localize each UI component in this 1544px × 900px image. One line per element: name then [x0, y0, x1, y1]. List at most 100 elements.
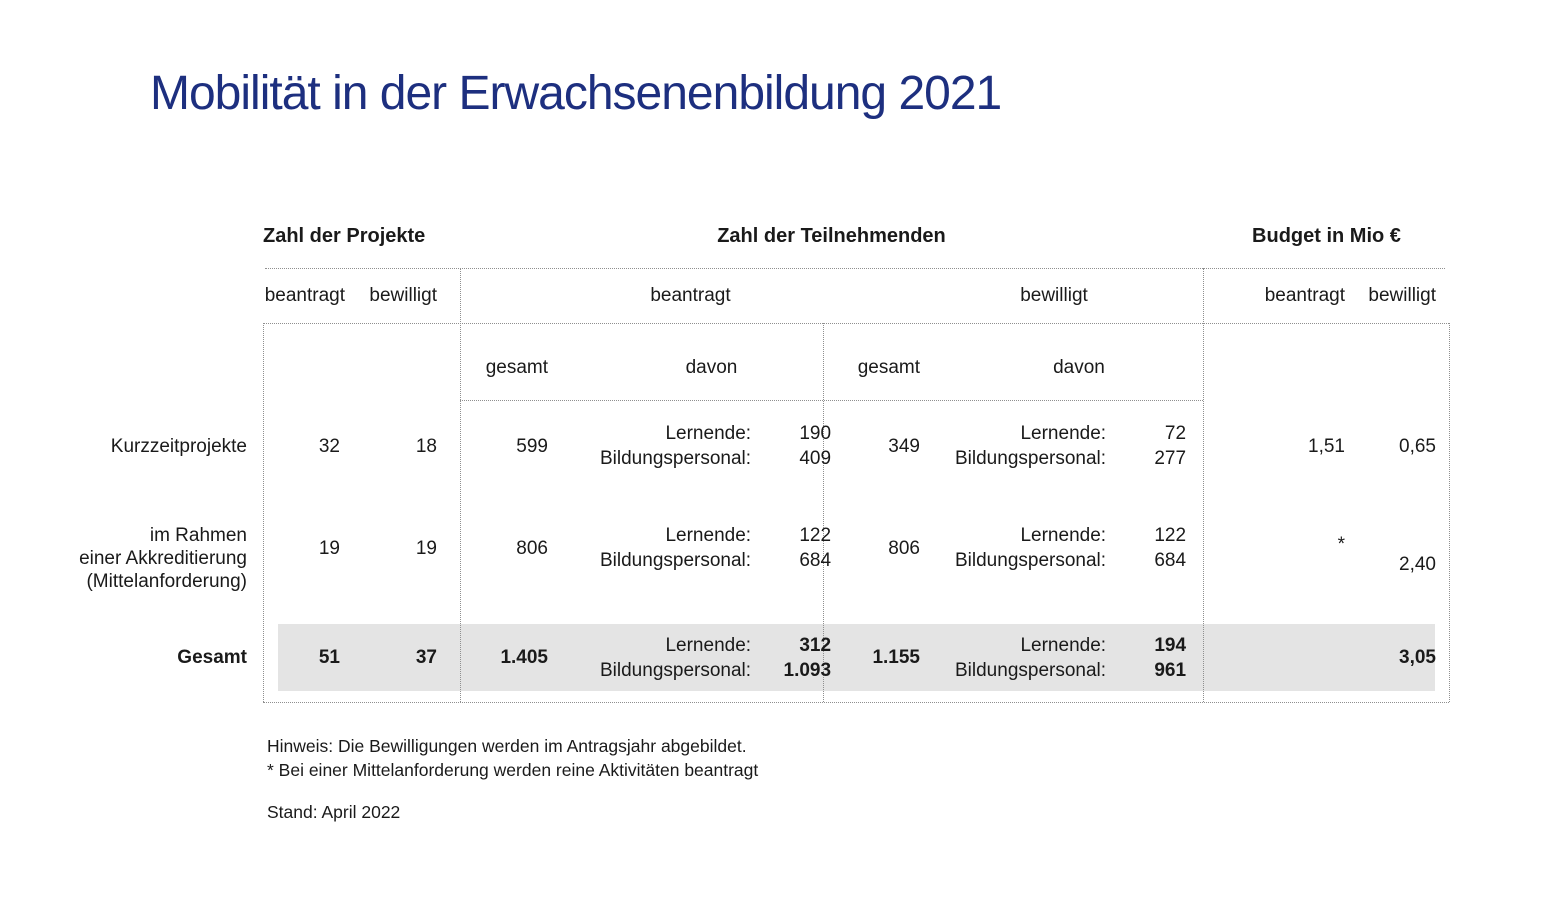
row-label-text: im Rahmen einer Akkreditierung (Mittelan…: [79, 524, 263, 593]
lernende-value: 72: [1164, 423, 1187, 444]
column-group-budget: Budget in Mio €: [1252, 225, 1401, 247]
asterisk-marker: *: [1337, 533, 1345, 555]
cell-total-projects-beantragt: 51: [318, 647, 340, 668]
cell-r1-participants-beantragt-davon: Lernende: 190 Bildungspersonal: 409: [600, 400, 831, 492]
bildungspersonal-label: Bildungspersonal:: [600, 448, 752, 469]
grid-line: [265, 268, 1445, 269]
header-budget-bewilligt: bewilligt: [1368, 285, 1436, 306]
cell-total-participants-beantragt-davon: Lernende: 312 Bildungspersonal: 1.093: [600, 624, 831, 691]
footnote-hinweis: Hinweis: Die Bewilligungen werden im Ant…: [267, 736, 747, 756]
bildungspersonal-label: Bildungspersonal:: [955, 550, 1107, 571]
davon-breakdown: Lernende: 72 Bildungspersonal: 277: [955, 421, 1186, 471]
header-projects-beantragt: beantragt: [264, 285, 345, 306]
bildungspersonal-value: 684: [799, 550, 832, 571]
lernende-value: 312: [799, 634, 832, 656]
cell-total-participants-bewilligt-gesamt: 1.155: [872, 647, 920, 668]
bildungspersonal-value: 1.093: [783, 659, 832, 681]
cell-total-participants-bewilligt-davon: Lernende: 194 Bildungspersonal: 961: [955, 624, 1203, 691]
grid-line: [1449, 323, 1450, 702]
davon-breakdown: Lernende: 312 Bildungspersonal: 1.093: [600, 633, 831, 683]
header-participants-bewilligt: bewilligt: [823, 268, 1203, 323]
cell-r2-projects-beantragt: 19: [263, 492, 373, 624]
cell-r2-budget-beantragt: *: [1203, 492, 1355, 624]
value: 806: [516, 537, 548, 559]
lernende-label: Lernende:: [665, 525, 752, 546]
row-label-line: Gesamt: [177, 647, 247, 668]
cell-r1-budget-beantragt: 1,51: [1308, 435, 1345, 457]
row-label-gesamt: Gesamt: [55, 624, 263, 691]
row-label-line: Kurzzeitprojekte: [110, 435, 247, 457]
bildungspersonal-label: Bildungspersonal:: [955, 659, 1107, 681]
lernende-value: 194: [1154, 634, 1187, 656]
lernende-value: 122: [799, 525, 832, 546]
cell-total-projects-bewilligt: 37: [415, 647, 437, 668]
row-label-line: (Mittelanforderung): [86, 570, 247, 592]
bildungspersonal-value: 684: [1154, 550, 1187, 571]
grid-line: [823, 323, 824, 702]
davon-breakdown: Lernende: 122 Bildungspersonal: 684: [955, 523, 1186, 573]
footnotes: Hinweis: Die Bewilligungen werden im Ant…: [267, 734, 758, 782]
lernende-value: 190: [799, 423, 832, 444]
row-label-line: im Rahmen: [149, 524, 247, 546]
lernende-value: 122: [1154, 525, 1187, 546]
header-participants-beantragt: beantragt: [460, 268, 823, 323]
cell-r2-projects-bewilligt: 19: [373, 492, 460, 624]
bildungspersonal-label: Bildungspersonal:: [955, 448, 1107, 469]
footnote-asterisk: * Bei einer Mittelanforderung werden rei…: [267, 760, 759, 780]
lernende-label: Lernende:: [665, 423, 752, 444]
value: 19: [318, 537, 340, 559]
davon-breakdown: Lernende: 194 Bildungspersonal: 961: [955, 633, 1186, 683]
subheader-gesamt-bewilligt: gesamt: [857, 357, 920, 378]
lernende-label: Lernende:: [1020, 634, 1107, 656]
page-title: Mobilität in der Erwachsenenbildung 2021: [150, 67, 1002, 120]
cell-r2-budget-bewilligt: 2,40: [1355, 492, 1450, 624]
row-label-text: Gesamt: [177, 646, 263, 669]
row-label-akkreditierung: im Rahmen einer Akkreditierung (Mittelan…: [55, 492, 263, 624]
grid-line: [263, 702, 1449, 703]
cell-r2-participants-bewilligt-gesamt: 806: [823, 492, 955, 624]
cell-r1-projects-beantragt: 32: [318, 435, 340, 457]
bildungspersonal-value: 409: [799, 448, 832, 469]
cell-r2-participants-beantragt-davon: Lernende: 122 Bildungspersonal: 684: [600, 492, 831, 624]
header-label: beantragt: [650, 285, 731, 306]
cell-r1-participants-beantragt-gesamt: 599: [516, 435, 548, 457]
subheader-gesamt-beantragt: gesamt: [485, 357, 548, 378]
statistics-table: Zahl der Projekte Zahl der Teilnehmenden…: [55, 225, 1450, 703]
grid-line: [1203, 268, 1204, 702]
footnote-stand: Stand: April 2022: [267, 802, 401, 822]
header-projects-bewilligt: bewilligt: [369, 285, 437, 306]
bildungspersonal-value: 277: [1154, 448, 1187, 469]
cell-r1-projects-bewilligt: 18: [415, 435, 437, 457]
lernende-label: Lernende:: [665, 634, 752, 656]
grid-line: [460, 400, 1203, 401]
grid-line: [263, 323, 1449, 324]
grid-line: [263, 323, 264, 702]
lernende-label: Lernende:: [1020, 525, 1107, 546]
value: 2,40: [1399, 553, 1436, 575]
column-group-projects: Zahl der Projekte: [263, 225, 426, 247]
davon-breakdown: Lernende: 122 Bildungspersonal: 684: [600, 523, 831, 573]
row-label-text: Kurzzeitprojekte: [111, 435, 263, 458]
subheader-davon-bewilligt: davon: [1053, 357, 1105, 378]
subheader-davon-beantragt: davon: [685, 357, 738, 378]
cell-total-participants-beantragt-gesamt: 1.405: [500, 647, 548, 668]
cell-total-budget-bewilligt: 3,05: [1399, 647, 1436, 668]
column-group-participants: Zahl der Teilnehmenden: [717, 225, 946, 247]
header-budget-beantragt: beantragt: [1264, 285, 1345, 306]
lernende-label: Lernende:: [1020, 423, 1107, 444]
cell-r1-participants-bewilligt-davon: Lernende: 72 Bildungspersonal: 277: [955, 400, 1203, 492]
bildungspersonal-value: 961: [1154, 659, 1187, 681]
header-label: bewilligt: [1020, 285, 1088, 306]
cell-r2-participants-beantragt-gesamt: 806: [460, 492, 600, 624]
grid-line: [460, 268, 461, 702]
bildungspersonal-label: Bildungspersonal:: [600, 550, 752, 571]
row-label-kurzzeitprojekte: Kurzzeitprojekte: [55, 400, 263, 492]
cell-total-budget-beantragt: [1203, 624, 1355, 691]
row-label-line: einer Akkreditierung: [79, 547, 247, 569]
cell-r1-participants-bewilligt-gesamt: 349: [888, 435, 920, 457]
value: 806: [888, 537, 920, 559]
value: 19: [415, 537, 437, 559]
cell-r1-budget-bewilligt: 0,65: [1399, 435, 1436, 457]
bildungspersonal-label: Bildungspersonal:: [600, 659, 752, 681]
